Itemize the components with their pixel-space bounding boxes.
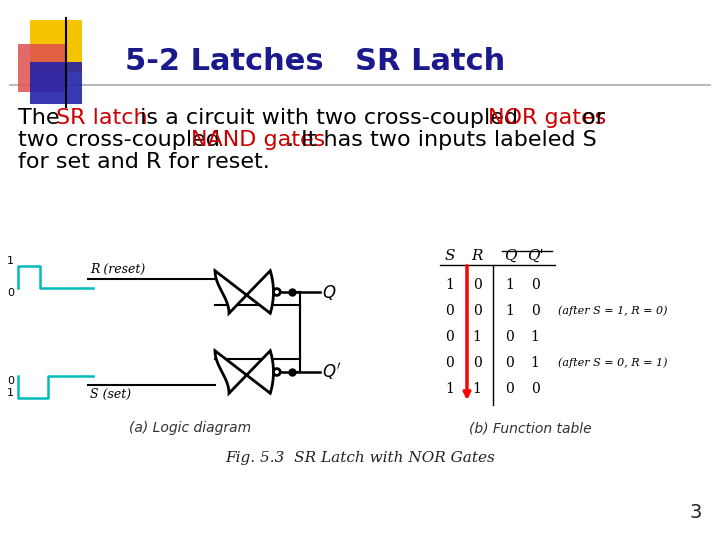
Text: 0: 0 bbox=[7, 288, 14, 298]
Text: 0: 0 bbox=[505, 330, 514, 344]
FancyBboxPatch shape bbox=[30, 62, 82, 104]
Polygon shape bbox=[215, 271, 274, 313]
FancyBboxPatch shape bbox=[30, 20, 82, 72]
Text: 0: 0 bbox=[446, 356, 454, 370]
Text: (a) Logic diagram: (a) Logic diagram bbox=[129, 421, 251, 435]
Text: 0: 0 bbox=[7, 376, 14, 386]
Polygon shape bbox=[215, 351, 274, 393]
Text: 0: 0 bbox=[472, 304, 482, 318]
Text: 0: 0 bbox=[531, 304, 539, 318]
Text: S: S bbox=[445, 249, 455, 263]
Text: R: R bbox=[472, 249, 482, 263]
Text: two cross-coupled: two cross-coupled bbox=[18, 130, 227, 150]
Text: (after S = 1, R = 0): (after S = 1, R = 0) bbox=[558, 306, 667, 316]
Text: 0: 0 bbox=[505, 382, 514, 396]
Text: 1: 1 bbox=[505, 278, 514, 292]
Text: 0: 0 bbox=[472, 278, 482, 292]
Text: 1: 1 bbox=[472, 382, 482, 396]
Text: Fig. 5.3  SR Latch with NOR Gates: Fig. 5.3 SR Latch with NOR Gates bbox=[225, 451, 495, 465]
Text: S (set): S (set) bbox=[90, 388, 131, 401]
Text: 1: 1 bbox=[7, 256, 14, 266]
Text: The: The bbox=[18, 108, 67, 128]
Text: 0: 0 bbox=[472, 356, 482, 370]
Text: $Q$: $Q$ bbox=[323, 282, 337, 301]
Text: 1: 1 bbox=[446, 278, 454, 292]
Text: 5-2 Latches: 5-2 Latches bbox=[125, 48, 323, 77]
Text: . It has two inputs labeled S: . It has two inputs labeled S bbox=[287, 130, 597, 150]
Text: 3: 3 bbox=[690, 503, 702, 522]
Text: 1: 1 bbox=[531, 356, 539, 370]
Text: NAND gates: NAND gates bbox=[191, 130, 325, 150]
Text: is a circuit with two cross-coupled: is a circuit with two cross-coupled bbox=[133, 108, 526, 128]
Text: 0: 0 bbox=[505, 356, 514, 370]
Text: NOR gates: NOR gates bbox=[488, 108, 607, 128]
Text: or: or bbox=[575, 108, 605, 128]
Circle shape bbox=[274, 288, 280, 295]
Text: SR latch: SR latch bbox=[56, 108, 148, 128]
Text: 0: 0 bbox=[446, 330, 454, 344]
Text: 0: 0 bbox=[531, 382, 539, 396]
Text: 1: 1 bbox=[7, 388, 14, 398]
Circle shape bbox=[274, 369, 280, 375]
Text: 0: 0 bbox=[446, 304, 454, 318]
Text: 1: 1 bbox=[472, 330, 482, 344]
Text: (after S = 0, R = 1): (after S = 0, R = 1) bbox=[558, 357, 667, 368]
Text: R (reset): R (reset) bbox=[90, 263, 145, 276]
Text: Q': Q' bbox=[526, 249, 544, 263]
Text: for set and R for reset.: for set and R for reset. bbox=[18, 152, 270, 172]
Text: $Q'$: $Q'$ bbox=[323, 361, 341, 382]
Text: 1: 1 bbox=[446, 382, 454, 396]
Text: 0: 0 bbox=[531, 278, 539, 292]
Text: 1: 1 bbox=[505, 304, 514, 318]
Text: SR Latch: SR Latch bbox=[355, 48, 505, 77]
Text: 1: 1 bbox=[531, 330, 539, 344]
Text: Q: Q bbox=[504, 249, 516, 263]
FancyBboxPatch shape bbox=[18, 44, 66, 92]
Text: (b) Function table: (b) Function table bbox=[469, 421, 591, 435]
